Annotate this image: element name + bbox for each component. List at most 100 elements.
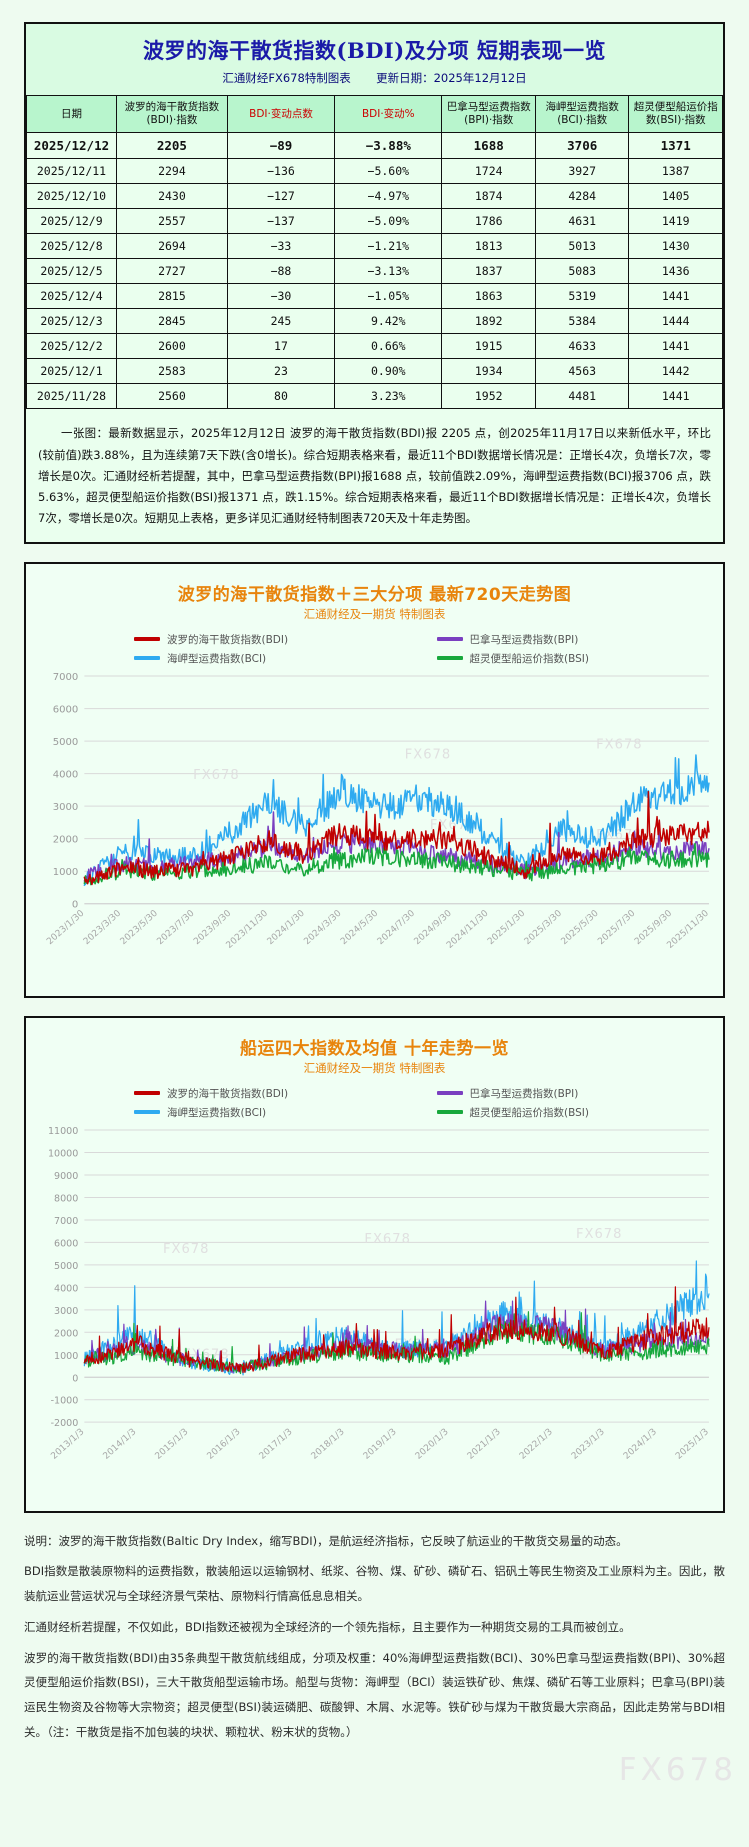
chart-720day-plot-area: 0 1000 2000 3000 4000 5000 6000 7000 FX678 FX678 F… [32,668,717,990]
x-axis-tick-label: 2017/1/3 [258,1427,295,1462]
x-axis-tick-label: 2016/1/3 [206,1427,243,1462]
bdi-data-table: 日期 波罗的海干散货指数(BDI)·指数 BDI·变动点数 BDI·变动% 巴拿… [25,94,723,410]
table-row: 2025/11/28 2560 80 3.23% 1952 4481 1441 [25,383,723,410]
cell-bdi-change-pct: 9.42% [334,308,443,335]
cell-bdi-change-points: −127 [226,183,336,210]
x-axis-tick-label: 2013/1/3 [49,1427,86,1462]
x-axis-tick-label: 2018/1/3 [310,1427,347,1462]
y-axis-tick-label: 8000 [54,1193,78,1204]
x-axis-tick-label: 2025/1/3 [674,1427,711,1462]
cell-bdi: 2845 [116,308,228,335]
y-axis-tick-label: 6000 [54,1238,78,1249]
y-axis-tick-label: 0 [72,899,78,910]
y-axis-tick-label: 3000 [53,802,79,813]
x-axis-tick-label: 2023/7/30 [155,908,196,947]
table-row: 2025/12/8 2694 −33 −1.21% 1813 5013 1430 [25,233,723,260]
series-line-bdi [83,1286,710,1374]
cell-bci: 4631 [534,208,630,235]
cell-bci: 5319 [534,283,630,310]
table-row: 2025/12/12 2205 −89 −3.88% 1688 3706 1371 [25,132,723,160]
page-title: 波罗的海干散货指数(BDI)及分项 短期表现一览 [26,24,723,68]
cell-bci: 5083 [534,258,630,285]
x-axis-tick-label: 2025/5/30 [560,908,601,947]
cell-bpi: 1915 [441,333,536,360]
y-axis-tick-label: 5000 [54,1261,78,1272]
cell-bpi: 1863 [441,283,536,310]
cell-bdi: 2560 [116,383,228,410]
cell-date: 2025/12/10 [25,183,118,210]
y-axis-tick-label: 1000 [54,1351,78,1362]
cell-bdi-change-pct: −5.60% [334,158,443,185]
cell-bdi-change-points: 17 [226,333,336,360]
cell-bsi: 1436 [628,258,723,285]
x-axis-tick-label: 2024/7/30 [376,908,417,947]
cell-bpi: 1688 [441,132,536,160]
cell-bdi-change-pct: −4.97% [334,183,443,210]
legend-label-bdi-10y: 波罗的海干散货指数(BDI) [167,1087,289,1100]
cell-bsi: 1441 [628,383,723,410]
x-axis-tick-label: 2019/1/3 [362,1427,399,1462]
cell-bci: 4633 [534,333,630,360]
chart-watermark: FX678 [576,1227,622,1242]
x-axis-tick-label: 2022/1/3 [518,1427,555,1462]
cell-bdi-change-pct: −5.09% [334,208,443,235]
chart-10year-legend: 波罗的海干散货指数(BDI) 巴拿马型运费指数(BPI) 海岬型运费指数(BCI… [32,1080,717,1122]
y-axis-tick-label: 5000 [53,737,79,748]
y-axis-tick-label: 0 [72,1373,78,1384]
legend-item-bsi-10y: 超灵便型船运价指数(BSI) [375,1105,678,1120]
cell-bci: 4481 [534,383,630,410]
series-line-bdi [83,790,710,885]
cell-bsi: 1430 [628,233,723,260]
cell-date: 2025/12/3 [25,308,118,335]
cell-bci: 5013 [534,233,630,260]
legend-label-bdi: 波罗的海干散货指数(BDI) [167,633,289,646]
cell-date: 2025/11/28 [25,383,118,410]
cell-bdi-change-points: 245 [226,308,336,335]
series-line-bci [83,753,710,886]
legend-swatch-bsi-10y [436,1110,463,1115]
cell-bdi-change-points: 80 [226,383,336,410]
chart-10year-subtitle: 汇通财经及一期货 特制图表 [303,1060,446,1075]
chart-720day-legend: 波罗的海干散货指数(BDI) 巴拿马型运费指数(BPI) 海岬型运费指数(BCI… [32,626,717,668]
cell-bpi: 1892 [441,308,536,335]
cell-bdi: 2557 [116,208,228,235]
legend-item-bpi-10y: 巴拿马型运费指数(BPI) [375,1086,678,1101]
cell-date: 2025/12/11 [25,158,118,185]
column-header-date: 日期 [25,94,118,134]
cell-bdi-change-points: −88 [226,258,336,285]
cell-bsi: 1419 [628,208,723,235]
column-header-bsi: 超灵便型船运价指数(BSI)·指数 [628,94,723,134]
x-axis-tick-label: 2023/3/30 [82,908,123,947]
x-axis-tick-label: 2024/1/3 [622,1427,659,1462]
cell-bpi: 1837 [441,258,536,285]
table-row: 2025/12/11 2294 −136 −5.60% 1724 3927 1387 [25,158,723,185]
cell-date: 2025/12/12 [25,132,118,160]
x-axis-tick-label: 2024/1/30 [266,908,307,947]
legend-swatch-bpi [436,637,463,642]
chart-10year-plot-area: -2000 -1000 0 1000 2000 3000 4000 5000 6000 7000 8… [32,1122,717,1505]
cell-bpi: 1874 [441,183,536,210]
cell-date: 2025/12/4 [25,283,118,310]
x-axis-tick-label: 2015/1/3 [154,1427,191,1462]
chart-10year-svg: -2000 -1000 0 1000 2000 3000 4000 5000 6000 7000 8… [48,1126,711,1462]
legend-label-bci: 海岬型运费指数(BCI) [167,652,267,665]
cell-bpi: 1813 [441,233,536,260]
table-row: 2025/12/3 2845 245 9.42% 1892 5384 1444 [25,308,723,335]
cell-bsi: 1371 [628,132,723,160]
legend-swatch-bci [134,656,160,661]
chart-watermark: FX678 [193,767,239,782]
cell-bci: 3706 [534,132,630,160]
y-axis-tick-label: -1000 [51,1396,79,1407]
x-axis-tick-label: 2024/5/30 [339,908,380,947]
y-axis-tick-label: 2000 [54,1328,78,1339]
short-term-table-panel: 波罗的海干散货指数(BDI)及分项 短期表现一览 汇通财经FX678特制图表 更… [24,22,725,544]
y-axis-tick-label: 1000 [53,867,79,878]
cell-bdi: 2600 [116,333,228,360]
legend-swatch-bci-10y [134,1110,160,1115]
cell-bdi-change-pct: 0.90% [334,358,443,385]
table-row: 2025/12/2 2600 17 0.66% 1915 4633 1441 [25,333,723,360]
chart-720day-title: 波罗的海干散货指数＋三大分项 最新720天走势图 [177,584,572,605]
cell-bdi: 2815 [116,283,228,310]
cell-date: 2025/12/5 [25,258,118,285]
cell-bdi-change-pct: 0.66% [334,333,443,360]
